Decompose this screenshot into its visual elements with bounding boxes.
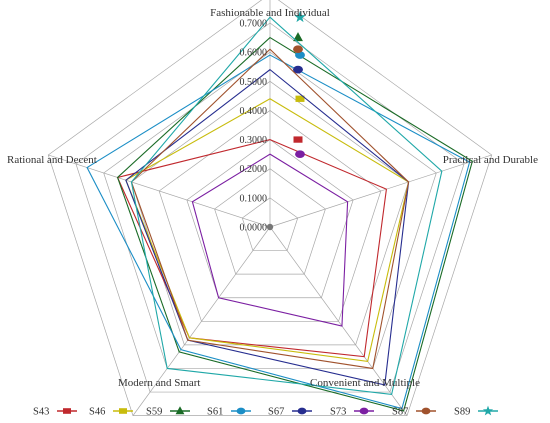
grid-ring [241,197,299,251]
radar-ticks: 0.0000 0.1000 0.2000 0.3000 0.4000 0.5000 0.60… [240,19,268,234]
legend-label-s61: S61 [207,407,223,418]
legend-marker-s67 [297,407,307,415]
axis-label: Modern and Smart [118,377,200,389]
series-line-s87 [130,48,410,370]
series-marker-s43 [293,136,303,143]
series-marker-s73 [295,150,305,158]
radar-axis-labels: Fashionable and Individual Practical and … [7,7,538,389]
grid-ring [75,22,465,393]
legend-marker-s43 [63,408,71,414]
grid-ring [131,80,409,346]
tick-label: 0.7000 [240,19,268,30]
series-marker-s46 [295,95,305,102]
axis-spoke [48,154,271,228]
legend-marker-s87 [421,407,431,415]
series-marker-s67 [293,65,303,74]
legend-marker-s89 [482,405,494,416]
axis-spoke [132,226,271,416]
series-marker-s61 [295,51,305,59]
radar-series [86,11,473,412]
legend-label-s87: S87 [392,407,408,418]
axis-label: Convenient and Multiple [310,377,420,389]
series-line-s67 [125,68,410,386]
grid-ring [103,51,437,369]
axis-label: Fashionable and Individual [210,7,330,19]
legend-label-s43: S43 [33,407,49,418]
axis-spoke [269,154,492,228]
tick-label: 0.0000 [240,223,268,234]
axis-label: Rational and Decent [7,154,97,166]
tick-label: 0.6000 [240,48,268,59]
legend-label-s67: S67 [268,407,284,418]
series-line-s46 [125,98,410,363]
series-line-s73 [191,153,349,327]
series-line-s61 [86,54,471,410]
grid-ring [158,109,382,322]
series-marker-s87 [293,45,303,54]
series-line-s89 [130,16,443,396]
legend-label-s89: S89 [454,407,470,418]
chart-legend: S43 S46 S59 S61 S67 S73 S87 S89 [33,405,498,418]
axis-spoke [269,226,408,416]
legend-marker-s46 [119,408,127,414]
tick-label: 0.4000 [240,106,268,117]
legend-label-s59: S59 [146,407,162,418]
radar-grid [47,0,493,416]
legend-marker-s73 [359,407,369,415]
grid-ring [186,139,354,299]
grid-ring [47,0,493,416]
legend-marker-s61 [236,407,246,415]
tick-label: 0.5000 [240,77,268,88]
tick-label: 0.3000 [240,135,268,146]
tick-label: 0.2000 [240,164,268,175]
center-point [266,223,274,231]
axis-label: Practical and Durable [443,154,538,166]
legend-label-s46: S46 [89,407,105,418]
legend-label-s73: S73 [330,407,346,418]
series-marker-s59 [293,32,303,42]
legend-marker-s59 [175,406,185,415]
series-line-s59 [116,36,473,412]
grid-ring [214,168,326,275]
series-marker-s89 [294,11,306,23]
tick-label: 0.1000 [240,193,268,204]
